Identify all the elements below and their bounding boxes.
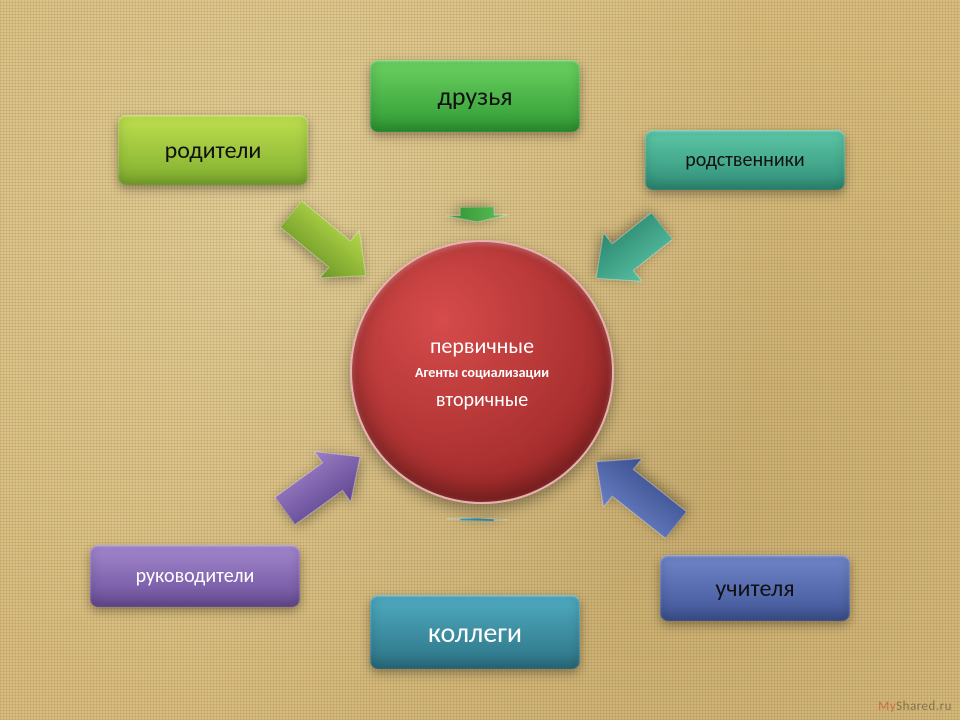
arrow-friends xyxy=(446,206,508,222)
watermark-prefix: My xyxy=(878,699,896,714)
node-label: родители xyxy=(165,136,262,165)
node-label: учителя xyxy=(715,574,794,603)
center-line-primary: первичные xyxy=(430,332,534,359)
watermark-rest: Shared.ru xyxy=(896,699,952,714)
node-friends: друзья xyxy=(370,60,580,132)
diagram-stage: первичные Агенты социализации вторичные … xyxy=(0,0,960,720)
node-teachers: учителя xyxy=(660,555,850,621)
watermark: MyShared.ru xyxy=(878,699,952,714)
node-label: родственники xyxy=(685,148,804,172)
center-line-secondary: вторичные xyxy=(436,388,528,412)
node-label: коллеги xyxy=(428,615,522,650)
node-managers: руководители xyxy=(90,545,300,607)
node-colleagues: коллеги xyxy=(370,595,580,669)
node-label: друзья xyxy=(437,80,512,112)
center-circle: первичные Агенты социализации вторичные xyxy=(350,240,614,504)
center-line-subtitle: Агенты социализации xyxy=(415,365,549,381)
node-relatives: родственники xyxy=(645,130,845,190)
node-label: руководители xyxy=(136,564,255,588)
node-parents: родители xyxy=(118,115,308,185)
